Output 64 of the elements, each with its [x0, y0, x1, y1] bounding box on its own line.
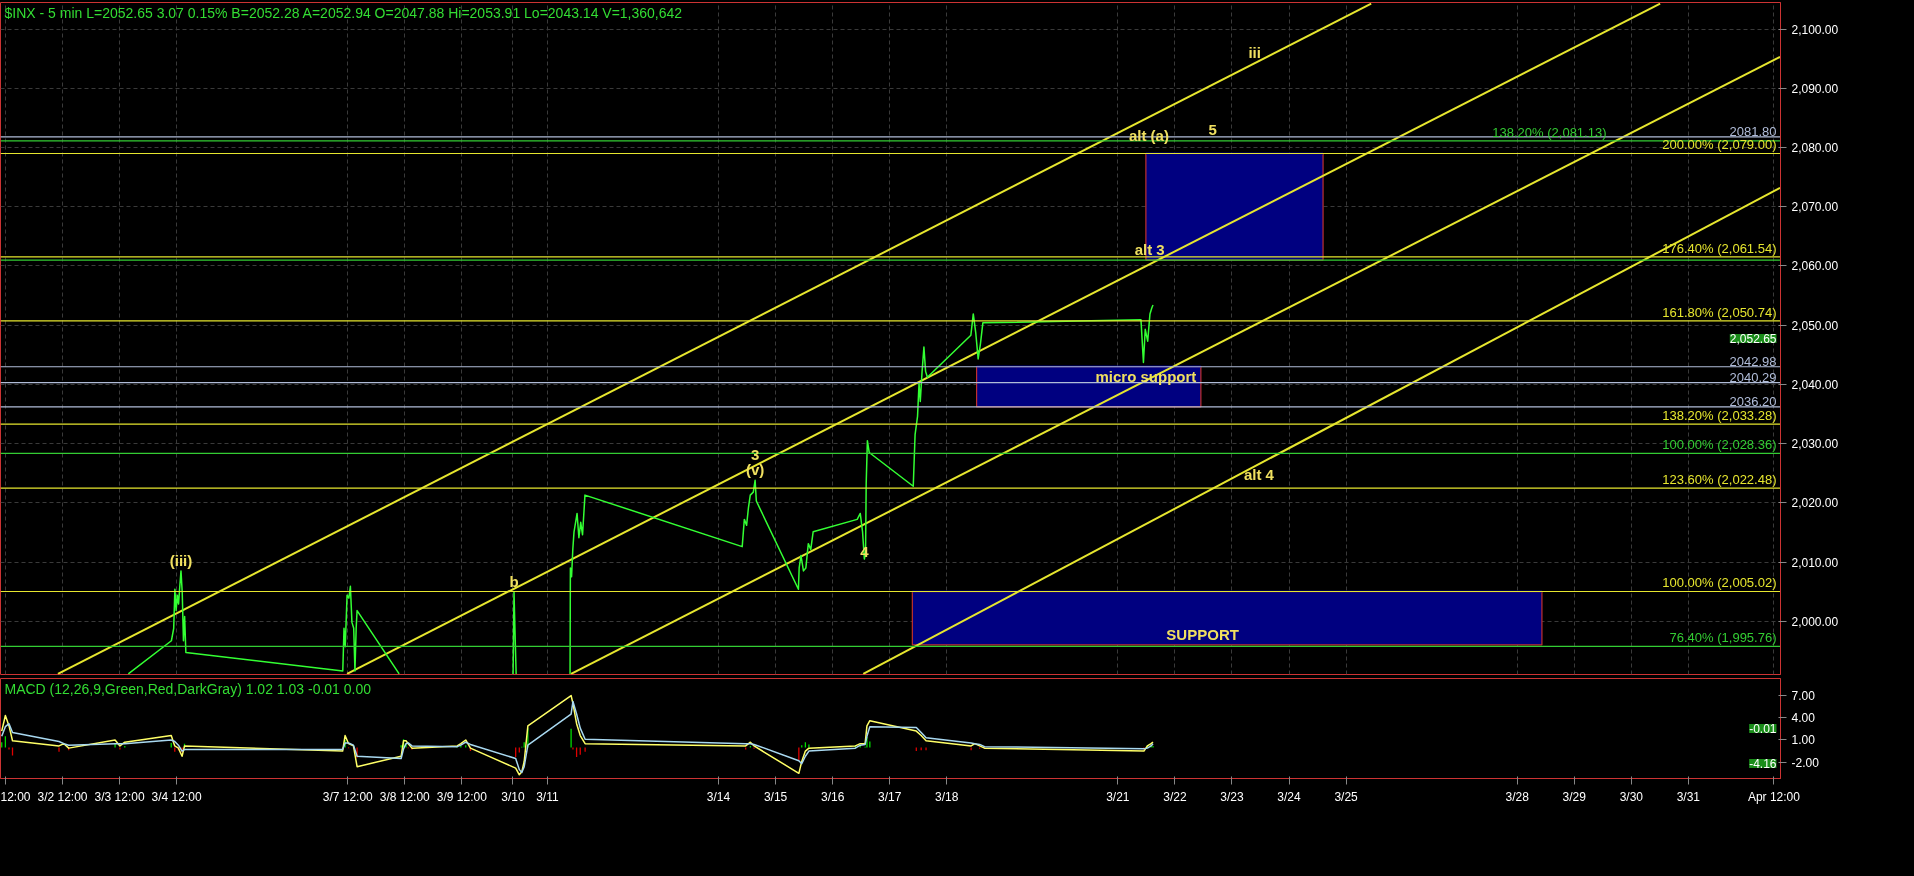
x-tick-label: 3/3 12:00	[94, 789, 145, 804]
x-tick-label: 3/23	[1220, 789, 1244, 804]
ref-line-label: 138.20% (2,081.13)	[1492, 124, 1607, 140]
x-tick-label: 3/30	[1619, 789, 1644, 804]
x-tick-label: 3/17	[878, 789, 902, 804]
y-tick-label: 2,090.00	[1791, 81, 1839, 96]
annotation: iii	[1248, 43, 1261, 61]
x-tick-label: 3/21	[1106, 789, 1130, 804]
annotation: SUPPORT	[1166, 625, 1239, 643]
y-tick-label: -2.00	[1791, 755, 1820, 770]
chart-title: MACD (12,26,9,Green,Red,DarkGray) 1.02 1.03 -0.01 0.00	[4, 680, 372, 697]
y-tick-label: 2,040.00	[1791, 377, 1839, 392]
ref-line-label: 2040.29	[1729, 369, 1777, 385]
x-tick-label: 3/11	[536, 789, 559, 804]
x-tick-label: 3/2 12:00	[37, 789, 88, 804]
x-tick-label: 3/9 12:00	[436, 789, 488, 804]
x-tick-label: 3/4 12:00	[151, 789, 202, 804]
y-tick-label: 2,080.00	[1791, 141, 1839, 156]
annotation: alt 4	[1243, 466, 1275, 484]
y-tick-label: 2,010.00	[1791, 555, 1839, 570]
x-tick-label: 3/14	[706, 789, 731, 804]
annotation: 5	[1208, 120, 1217, 138]
x-tick-label: 3/29	[1562, 789, 1587, 804]
x-tick-label: 3/16	[820, 789, 845, 804]
y-tick-label: 2,070.00	[1791, 200, 1839, 215]
annotation: -0.01	[1749, 722, 1777, 736]
annotation: b	[509, 573, 519, 591]
ref-line-label: 176.40% (2,061.54)	[1662, 240, 1777, 256]
ref-line-label: 138.20% (2,033.28)	[1662, 408, 1777, 424]
x-tick-label: 3/10	[501, 789, 525, 804]
ref-line-label: 100.00% (2,028.36)	[1662, 437, 1777, 453]
x-tick-label: 3/8 12:00	[379, 789, 431, 804]
y-tick-label: 4.00	[1791, 711, 1816, 726]
ref-line-label: 2042.98	[1729, 353, 1777, 369]
x-tick-label: 3/25	[1334, 789, 1359, 804]
y-tick-label: 7.00	[1791, 689, 1816, 704]
annotation: 2,052.65	[1729, 332, 1777, 346]
x-tick-label: 3/15	[763, 789, 788, 804]
x-tick-label: 3/18	[935, 789, 959, 804]
x-tick-label: 3/7 12:00	[322, 789, 374, 804]
ref-line-label: 2081.80	[1729, 123, 1777, 139]
y-tick-label: 2,050.00	[1791, 318, 1839, 333]
y-tick-label: 2,020.00	[1791, 496, 1839, 511]
ref-line-label: 2036.20	[1729, 393, 1777, 409]
chart-title: $INX - 5 min L=2052.65 3.07 0.15% B=2052.28 A=2052.94 O=2047.88 Hi=2053.91 Lo=2043.14 V=1,360,642	[4, 4, 683, 21]
y-tick-label: 2,100.00	[1791, 22, 1839, 37]
y-tick-label: 2,060.00	[1791, 259, 1839, 274]
x-tick-label: 3/31	[1676, 789, 1701, 804]
y-tick-label: 1.00	[1791, 733, 1816, 748]
x-tick-label: 12:00	[0, 789, 31, 804]
annotation: (iii)	[169, 551, 193, 569]
ref-line-label: 200.00% (2,079.00)	[1662, 137, 1777, 153]
annotation: -4.16	[1749, 757, 1777, 771]
x-tick-label: 3/28	[1505, 789, 1530, 804]
x-tick-label: 3/22	[1163, 789, 1187, 804]
x-tick-label: 3/24	[1277, 789, 1302, 804]
y-tick-label: 2,000.00	[1791, 614, 1839, 629]
ref-line-label: 123.60% (2,022.48)	[1662, 472, 1777, 488]
x-tick-label: Apr 12:00	[1747, 789, 1801, 804]
ref-line-label: 161.80% (2,050.74)	[1662, 304, 1777, 320]
ref-line-label: 100.00% (2,005.02)	[1662, 575, 1777, 591]
ref-line-label: 76.40% (1,995.76)	[1669, 630, 1777, 646]
y-tick-label: 2,030.00	[1791, 437, 1839, 452]
annotation: (v)	[745, 461, 765, 479]
